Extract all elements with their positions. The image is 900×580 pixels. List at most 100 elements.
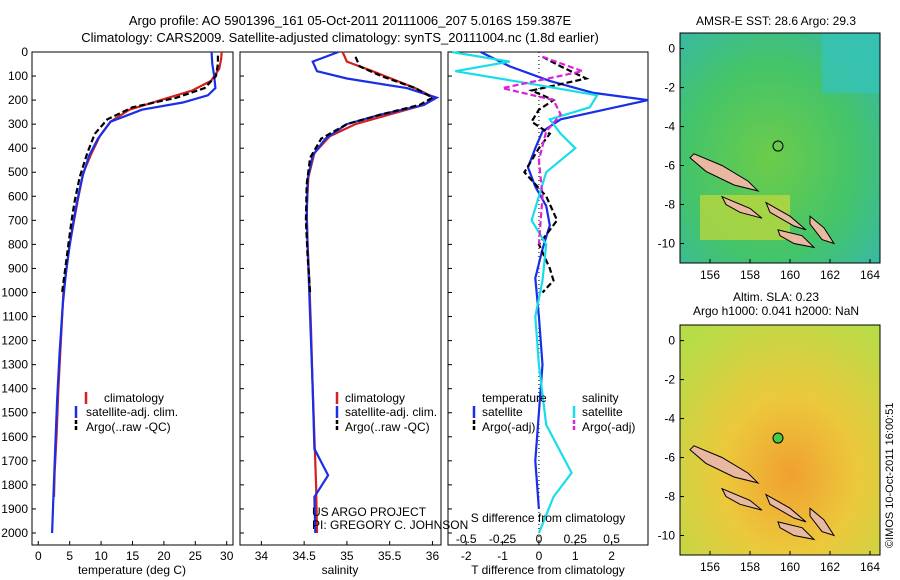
series-line-1-2 [304, 56, 435, 293]
map-x-tick-label: 160 [780, 268, 800, 282]
map-y-tick-label: -10 [658, 237, 676, 251]
legend-title-temperature: temperature [482, 391, 547, 405]
y-tick-label: 1400 [1, 382, 28, 396]
salinity-panel [239, 51, 442, 546]
map-x-tick-label: 158 [740, 560, 760, 574]
series-line-2-1 [523, 55, 590, 294]
legend-label-s-sat: satellite [582, 405, 623, 419]
map-x-tick-label: 162 [820, 560, 840, 574]
legend-label-clim: climatology [345, 391, 405, 405]
island-shape [809, 215, 836, 245]
x-tick-label: 2 [608, 549, 615, 563]
y-tick-label: 1600 [1, 430, 28, 444]
map-x-tick-label: 164 [860, 268, 880, 282]
map-y-tick-label: 0 [668, 42, 675, 56]
island-shape [777, 229, 816, 249]
series-line-2-3 [502, 55, 587, 245]
legend-label-sat: satellite-adj. clim. [86, 405, 178, 419]
series-line-2-0 [480, 51, 649, 509]
y-tick-label: 400 [8, 141, 28, 155]
x-tick-label: 0 [35, 549, 42, 563]
difference-xlabel2: S difference from climatology [471, 511, 626, 525]
y-tick-label: 2000 [1, 526, 28, 540]
y-tick-label: 500 [8, 165, 28, 179]
y-tick-label: 1300 [1, 358, 28, 372]
sst-islands [689, 153, 836, 249]
island-shape [720, 487, 763, 511]
map-x-tick-label: 164 [860, 560, 880, 574]
island-shape [689, 445, 760, 484]
x2-tick-label: -0.5 [456, 532, 477, 546]
header-line1: Argo profile: AO 5901396_161 05-Oct-2011… [129, 13, 572, 28]
map-y-tick-label: -2 [664, 81, 675, 95]
y-tick-label: 800 [8, 237, 28, 251]
sla-map-title2: Argo h1000: 0.041 h2000: NaN [693, 304, 859, 318]
map-y-tick-label: -2 [664, 373, 675, 387]
x-tick-label: 20 [157, 549, 171, 563]
island-shape [764, 493, 807, 523]
map-x-tick-label: 156 [700, 268, 720, 282]
map-y-tick-label: -6 [664, 451, 675, 465]
x-tick-label: 34.5 [292, 549, 316, 563]
x-tick-label: 35 [340, 549, 354, 563]
x-tick-label: 35.5 [378, 549, 402, 563]
x2-tick-label: -0.25 [489, 532, 517, 546]
island-shape [689, 153, 760, 192]
x-tick-label: 1 [572, 549, 579, 563]
map-axis-ticks: 156 158 160 162 164 0 -2 -4 -6 -8 -10 156 158 160 162 1… [658, 42, 881, 574]
sst-map [680, 33, 880, 263]
sst-warm-patch [700, 195, 790, 240]
series-line-1-1 [305, 50, 440, 534]
map-y-tick-label: -10 [658, 529, 676, 543]
y-tick-label: 100 [8, 69, 28, 83]
x-tick-label: -2 [461, 549, 472, 563]
sla-islands [689, 445, 836, 541]
y-tick-label: 1700 [1, 454, 28, 468]
salinity-xlabel: salinity [322, 563, 359, 577]
map-x-tick-label: 160 [780, 560, 800, 574]
header-line2: Climatology: CARS2009. Satellite-adjuste… [81, 30, 599, 45]
map-y-tick-label: -4 [664, 412, 675, 426]
legend-label-t-argo: Argo(-adj) [482, 420, 535, 434]
legend-label-argo: Argo(..raw -QC) [86, 420, 171, 434]
sla-map-frame [679, 324, 881, 556]
x-tick-label: 36 [426, 549, 440, 563]
x-tick-label: 15 [126, 549, 140, 563]
island-shape [777, 521, 816, 541]
legend-label-clim: climatology [104, 391, 164, 405]
sla-map [680, 325, 880, 555]
map-x-tick-label: 162 [820, 268, 840, 282]
sst-cool-patch [822, 33, 880, 93]
x-tick-label: 5 [66, 549, 73, 563]
map-y-tick-label: -6 [664, 159, 675, 173]
legend-label-s-argo: Argo(-adj) [582, 420, 635, 434]
series-line-2-2 [451, 50, 599, 534]
map-y-tick-label: 0 [668, 334, 675, 348]
island-shape [764, 201, 807, 231]
island-shape [809, 507, 836, 537]
map-x-tick-label: 158 [740, 268, 760, 282]
y-tick-label: 1900 [1, 502, 28, 516]
imos-timestamp: ©IMOS 10-Oct-2011 16:00:51 [884, 403, 896, 548]
x2-tick-label: 0.5 [603, 532, 620, 546]
x-tick-label: 0 [536, 549, 543, 563]
series-line-1-0 [305, 51, 437, 534]
credit-line1: US ARGO PROJECT [312, 505, 427, 519]
salinity-legend: climatology satellite-adj. clim. Argo(..… [335, 391, 437, 434]
y-tick-label: 900 [8, 261, 28, 275]
y-tick-label: 1500 [1, 406, 28, 420]
series-line-0-2 [61, 55, 219, 293]
y-tick-label: 1200 [1, 334, 28, 348]
y-tick-label: 1100 [2, 310, 28, 324]
y-tick-label: 300 [8, 117, 28, 131]
credit-line2: PI: GREGORY C. JOHNSON [312, 518, 468, 532]
y-tick-label: 700 [8, 213, 28, 227]
map-y-tick-label: -4 [664, 120, 675, 134]
sst-map-title: AMSR-E SST: 28.6 Argo: 29.3 [696, 14, 856, 28]
map-x-tick-label: 156 [700, 560, 720, 574]
y-tick-label: 1000 [1, 285, 28, 299]
legend-label-argo: Argo(..raw -QC) [345, 420, 430, 434]
legend-label-sat: satellite-adj. clim. [345, 405, 437, 419]
x-tick-label: 25 [189, 549, 203, 563]
difference-panel [447, 51, 649, 546]
